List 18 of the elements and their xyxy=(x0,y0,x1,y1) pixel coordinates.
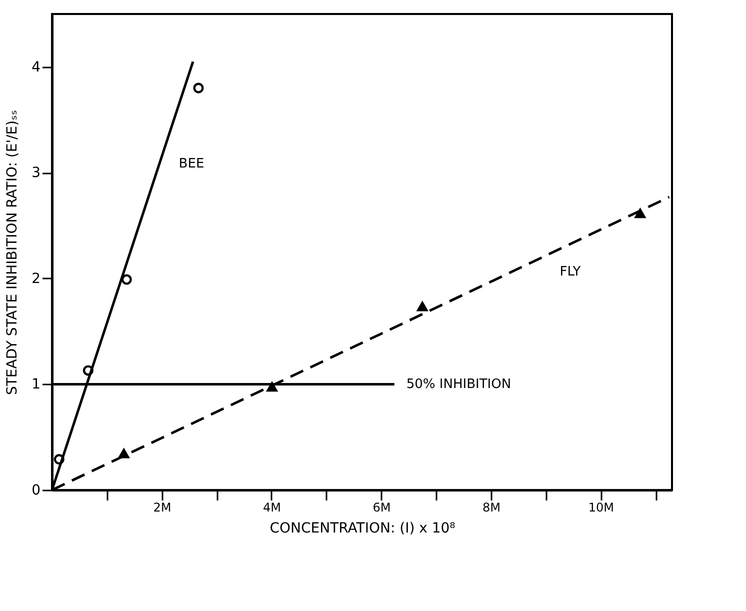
y-tick-label: 3 xyxy=(32,165,40,182)
x-tick-label: 8M xyxy=(482,500,500,514)
y-tick-label: 0 xyxy=(32,482,40,498)
y-tick-label: 4 xyxy=(32,59,41,76)
point xyxy=(193,82,204,94)
series-label: FLY xyxy=(560,264,581,280)
x-tick-label: 10M xyxy=(588,500,614,514)
y-axis-title: STEADY STATE INHIBITION RATIO: (E'/E)ₛₛ xyxy=(4,110,21,396)
y-tick-label: 1 xyxy=(32,376,40,393)
y-tick-label: 2 xyxy=(32,270,40,287)
series-label: 50% INHIBITION xyxy=(406,377,512,392)
x-tick-label: 4M xyxy=(262,500,281,514)
x-tick-label: 6M xyxy=(372,500,391,514)
point xyxy=(121,274,132,285)
x-axis-title: CONCENTRATION: (I) x 10⁸ xyxy=(270,520,456,536)
series-label: BEE xyxy=(178,156,204,172)
point xyxy=(416,300,428,312)
x-tick-label: 2M xyxy=(153,500,172,514)
